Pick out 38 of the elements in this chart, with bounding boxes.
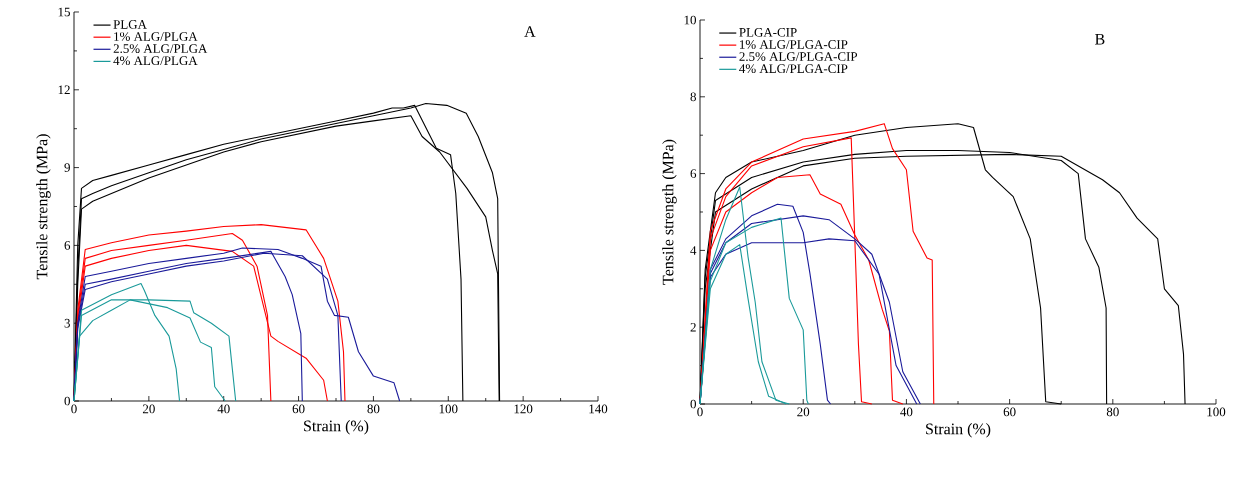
x-tick-label: 120 [514, 404, 533, 414]
y-tick-label: 6 [64, 241, 71, 250]
legend-label: 1% ALG/PLGA [114, 32, 198, 41]
x-tick-label: 100 [439, 404, 458, 414]
x-tick-label: 40 [900, 407, 913, 417]
x-tick-label: 40 [217, 404, 230, 414]
x-tick-label: 20 [797, 407, 810, 417]
y-tick-label: 8 [690, 92, 696, 102]
y-tick-label: 12 [58, 85, 70, 95]
x-axis-title: Strain (%) [926, 423, 991, 438]
annotation: B [1095, 33, 1105, 45]
x-axis-title: Strain (%) [304, 420, 369, 435]
x-tick-label: 0 [71, 404, 77, 414]
legend-label: 2.5% ALG/PLGA-CIP [739, 52, 858, 61]
x-tick-label: 80 [1106, 407, 1119, 417]
annotation: A [524, 26, 536, 37]
y-tick-label: 2 [690, 322, 696, 332]
legend-label: PLGA [113, 20, 147, 29]
x-tick-label: 20 [142, 404, 155, 414]
y-tick-label: 0 [64, 396, 70, 406]
y-axis-title: Tensile strength (MPa) [36, 134, 51, 280]
x-tick-label: 140 [589, 404, 608, 414]
legend-label: PLGA-CIP [739, 28, 797, 37]
y-tick-label: 10 [684, 15, 696, 25]
x-tick-label: 100 [1207, 407, 1226, 417]
y-tick-label: 15 [58, 7, 70, 17]
legend-label: 4% ALG/PLGA [113, 56, 198, 66]
x-tick-label: 80 [367, 404, 380, 414]
legend-label: 1% ALG/PLGA-CIP [740, 40, 848, 49]
y-tick-label: 3 [64, 318, 70, 328]
y-tick-label: 9 [64, 163, 70, 172]
y-axis-title: Tensile strength (MPa) [662, 139, 677, 285]
y-tick-label: 4 [690, 246, 697, 255]
legend-label: 2.5% ALG/PLGA [113, 44, 208, 54]
x-tick-label: 60 [1003, 407, 1016, 417]
x-tick-label: 60 [292, 404, 305, 414]
legend-label: 4% ALG/PLGA-CIP [739, 64, 848, 74]
y-tick-label: 6 [690, 169, 697, 178]
